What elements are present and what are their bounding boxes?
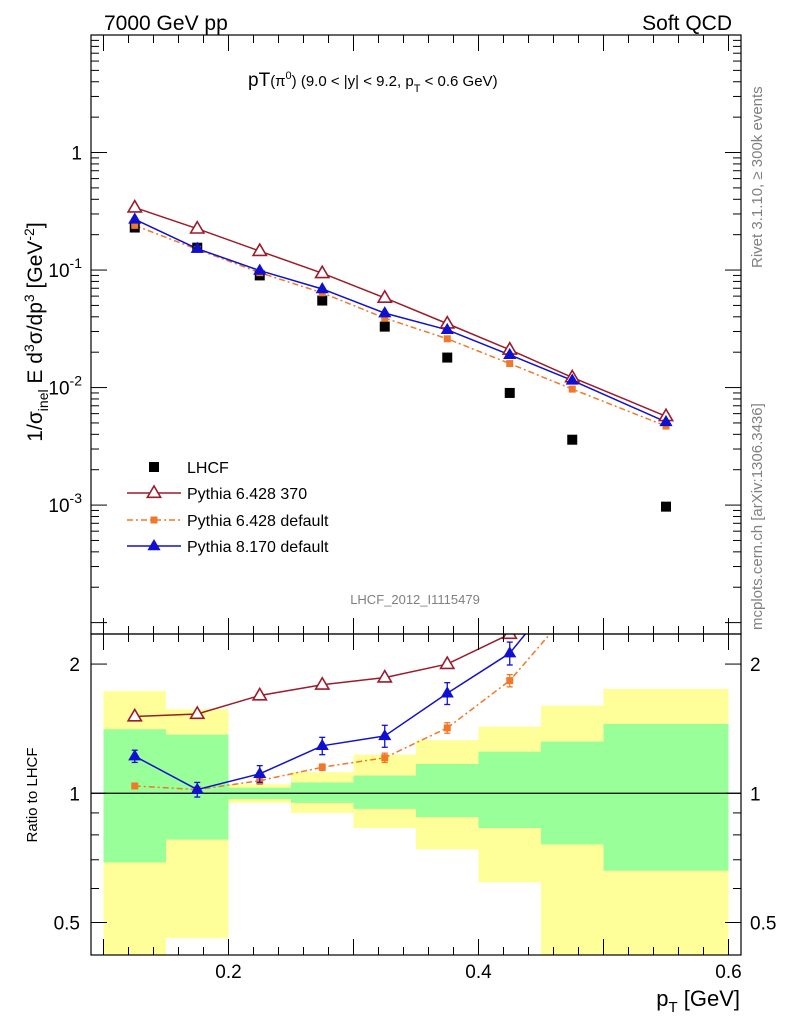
data-point-lhcf — [442, 352, 453, 363]
data-point — [440, 322, 454, 335]
data-point — [189, 220, 206, 234]
rivet-label: Rivet 3.1.10, ≥ 300k events — [749, 86, 766, 268]
uncertainty-band-green-6 — [478, 751, 541, 829]
data-point — [315, 281, 329, 294]
uncertainty-band-green-3 — [291, 782, 354, 803]
ratio-y-tick-label: 1 — [69, 784, 80, 805]
x-tick-label: 0.2 — [215, 962, 241, 983]
ratio-point — [190, 782, 204, 794]
data-point — [568, 385, 576, 393]
y-tick-label: 1 — [71, 144, 82, 165]
legend: LHCF Pythia 6.428 370 Pythia 6.428 default… — [127, 460, 329, 556]
ratio-point — [131, 782, 139, 790]
data-point — [128, 212, 142, 224]
data-point — [378, 306, 392, 318]
header-right: Soft QCD — [642, 12, 732, 35]
x-tick-label: 0.4 — [465, 962, 492, 983]
legend-marker — [145, 484, 163, 499]
legend-label: Pythia 8.170 default — [187, 539, 329, 556]
legend-marker — [147, 539, 161, 551]
legend-label: Pythia 6.428 370 — [187, 486, 307, 503]
uncertainty-band-green-4 — [353, 775, 416, 809]
header-left: 7000 GeV pp — [104, 12, 228, 35]
main-line-series-1 — [134, 206, 667, 417]
x-axis-label: pT [GeV] — [656, 986, 740, 1016]
ratio-point — [314, 676, 331, 690]
data-point — [131, 221, 139, 229]
main-line-series-3 — [134, 218, 667, 423]
legend-marker-lhcf — [149, 462, 159, 472]
legend-label: LHCF — [187, 460, 229, 477]
data-point-lhcf — [504, 387, 515, 398]
uncertainty-band-green-0 — [103, 729, 166, 863]
y-tick-label: 10-1 — [48, 255, 82, 282]
ratio-plot-area — [91, 634, 741, 955]
ratio-point — [189, 705, 206, 720]
ratio-y-tick-label: 0.5 — [54, 913, 80, 934]
data-point — [251, 242, 268, 257]
legend-label: Pythia 6.428 default — [187, 513, 329, 530]
ratio-y-axis-label: Ratio to LHCF — [24, 747, 41, 842]
data-point — [443, 335, 451, 343]
axes-frames: 0.2 0.4 0.6 1 10-1 10-2 10-3 0.5 0.5 1 1 2 2 — [48, 34, 776, 983]
legend-marker — [150, 516, 158, 524]
main-plot-area — [126, 199, 675, 512]
ratio-point — [439, 655, 456, 670]
uncertainty-band-green-8 — [603, 724, 729, 871]
data-point-lhcf — [379, 321, 390, 332]
data-point-lhcf — [317, 295, 328, 306]
data-point — [190, 241, 204, 253]
data-point-lhcf — [661, 501, 671, 512]
main-y-axis-label: 1/σinel E d3σ/dp3 [GeV-2] — [21, 222, 51, 441]
analysis-watermark: LHCF_2012_I1115479 — [350, 592, 480, 607]
ratio-point — [443, 724, 451, 732]
data-point — [506, 360, 514, 368]
ratio-y-tick-label-right: 2 — [750, 655, 761, 676]
ratio-point — [318, 763, 326, 771]
data-point — [503, 347, 517, 360]
data-point — [376, 289, 393, 303]
ratio-point — [376, 669, 393, 683]
ratio-point — [315, 738, 329, 751]
data-point-lhcf — [567, 434, 578, 445]
ratio-y-tick-label-right: 0.5 — [750, 913, 776, 934]
data-point — [253, 263, 267, 275]
main-title: pT(π0) (9.0 < |y| < 9.2, pT < 0.6 GeV) — [248, 70, 498, 95]
ratio-point — [440, 686, 454, 698]
ratio-panel — [91, 634, 741, 955]
ratio-y-tick-label-right: 1 — [750, 784, 761, 805]
ratio-point — [253, 766, 267, 779]
ratio-point — [503, 646, 517, 658]
main-panel — [126, 199, 675, 512]
data-point — [381, 314, 389, 322]
mcplots-label: mcplots.cern.ch [arXiv:1306.3436] — [749, 403, 766, 630]
ratio-point — [126, 707, 143, 722]
ratio-point — [381, 754, 389, 762]
y-tick-label: 10-3 — [48, 490, 82, 517]
y-tick-label: 10-2 — [48, 373, 82, 400]
ratio-frame — [90, 633, 742, 956]
x-tick-label: 0.6 — [715, 962, 741, 983]
ratio-point — [251, 686, 268, 701]
ratio-point — [128, 749, 142, 761]
data-point — [659, 414, 673, 427]
ratio-point — [506, 677, 514, 685]
uncertainty-band-green-5 — [416, 764, 479, 818]
data-point — [126, 199, 143, 213]
ratio-y-tick-label: 2 — [69, 655, 80, 676]
data-point — [314, 264, 331, 279]
data-point — [565, 373, 579, 385]
ratio-point — [378, 728, 392, 741]
ratio-point — [501, 634, 518, 640]
